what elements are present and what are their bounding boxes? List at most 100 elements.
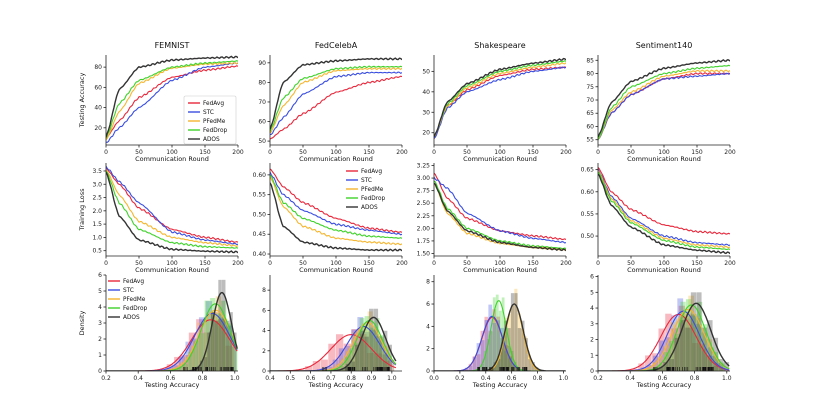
hist-bar-fedavg (504, 345, 508, 371)
line-stc (434, 176, 566, 244)
hist-bar-stc (714, 362, 720, 371)
hist-bar-fedavg (351, 329, 359, 371)
x-tick-label: 0.9 (367, 375, 377, 382)
hist-bar-pfedme (511, 305, 515, 371)
line-stc (598, 72, 730, 140)
x-tick-label: 50 (627, 149, 635, 156)
hist-bar-stc (357, 317, 364, 371)
x-tick-label: 100 (494, 149, 506, 156)
plot-area (270, 57, 402, 140)
y-tick-label: 3 (590, 321, 594, 328)
hist-bar-pfedme (335, 364, 341, 371)
line-ados (434, 57, 566, 138)
plot-area (434, 172, 566, 252)
y-tick-label: 50 (422, 68, 430, 75)
hist-bar-pfedme (340, 359, 346, 371)
hist-bar-ados (718, 359, 724, 371)
hist-bar-fedavg (374, 353, 382, 371)
y-axis-label: Testing Accuracy (78, 73, 86, 129)
hist-bar-pfedme (676, 318, 682, 371)
plot-area (106, 279, 238, 371)
y-tick-label: 0.60 (253, 172, 267, 179)
x-tick-label: 50 (627, 260, 635, 267)
panel-r2c3: 0.2 0.4 0.6 0.8 1.0 0 1 2 3 4 5 6 Testing Accuracy (590, 274, 732, 389)
hist-bar-feddrop (501, 297, 505, 371)
x-tick-label: 0 (268, 149, 272, 156)
hist-bar-pfedme (383, 345, 389, 371)
line-fedavg (106, 167, 238, 243)
legend-label-stc: STC (361, 178, 372, 184)
hist-bar-fedavg (698, 343, 706, 371)
hist-bar-pfedme (527, 355, 531, 371)
hist-bar-stc (701, 348, 708, 371)
hist-bar-stc (332, 359, 339, 371)
x-tick-label: 200 (396, 149, 408, 156)
hist-bar-fedavg (685, 313, 692, 371)
hist-bar-fedavg (678, 305, 686, 371)
hist-bar-pfedme (498, 355, 502, 371)
hist-bar-pfedme (491, 367, 495, 371)
line-stc (270, 171, 402, 236)
x-tick-label: 150 (527, 260, 539, 267)
hist-bar-pfedme (227, 332, 234, 371)
hist-bar-fedavg (312, 361, 321, 371)
line-fedavg (270, 168, 402, 233)
plot-area (270, 168, 402, 252)
y-tick-label: 6 (262, 307, 266, 314)
plot-area (598, 167, 730, 255)
y-tick-label: 60 (94, 84, 102, 91)
x-tick-label: 0 (268, 260, 272, 267)
x-tick-label: 200 (560, 149, 572, 156)
hist-bar-stc (480, 340, 485, 371)
hist-bar-fedavg (196, 319, 204, 371)
x-tick-label: 100 (166, 260, 178, 267)
hist-bar-feddrop (686, 299, 692, 371)
hist-bar-ados (364, 336, 369, 371)
hist-bar-fedavg (651, 353, 659, 371)
legend-label-fedavg: FedAvg (203, 101, 224, 107)
hist-bar-fedavg (225, 345, 233, 371)
hist-bar-fedavg (658, 328, 665, 371)
kde-stc (598, 310, 730, 371)
hist-bar-feddrop (492, 297, 496, 371)
hist-bar-feddrop (379, 335, 385, 371)
y-tick-label: 0 (426, 368, 430, 375)
hist-bar-stc (707, 355, 714, 371)
line-fedavg (434, 172, 566, 241)
line-pfedme (270, 67, 402, 134)
line-ados (598, 173, 730, 255)
hist-bar-stc (504, 350, 508, 371)
x-tick-label: 0.0 (429, 375, 439, 382)
x-axis-label: Communication Round (299, 266, 373, 274)
legend-label-pfedme: PFedMe (203, 119, 226, 125)
x-tick-label: 0 (432, 260, 436, 267)
hist-bar-stc (351, 329, 358, 371)
y-tick-label: 20 (94, 125, 102, 132)
hist-bar-stc (488, 304, 493, 371)
hist-bar-pfedme (688, 295, 695, 371)
hist-bar-pfedme (651, 362, 658, 371)
hist-bar-ados (493, 362, 497, 371)
hist-bar-stc (468, 365, 473, 371)
hist-bar-pfedme (389, 359, 395, 371)
line-ados (106, 55, 238, 138)
hist-bar-stc (476, 343, 481, 371)
x-tick-label: 50 (463, 149, 471, 156)
hist-bar-feddrop (232, 346, 238, 371)
panel-r0c0: 0 50 100 150 200 20 40 60 80 Communication Round T… (78, 41, 244, 163)
x-tick-label: 0.6 (166, 375, 176, 382)
y-tick-label: 2.5 (92, 195, 102, 202)
hist-bar-feddrop (708, 347, 714, 371)
hist-bar-fedavg (343, 343, 352, 371)
legend-label-ados: ADOS (203, 137, 220, 143)
y-tick-label: 60 (586, 123, 594, 130)
x-tick-label: 0.2 (593, 375, 603, 382)
x-tick-label: 200 (232, 149, 244, 156)
hist-bar-pfedme (378, 340, 384, 371)
hist-bar-pfedme (351, 332, 357, 371)
hist-bar-ados (225, 320, 230, 371)
hist-bar-ados (210, 312, 215, 371)
hist-bar-stc (720, 368, 726, 371)
hist-bar-stc (484, 320, 489, 371)
hist-bar-ados (507, 328, 511, 371)
